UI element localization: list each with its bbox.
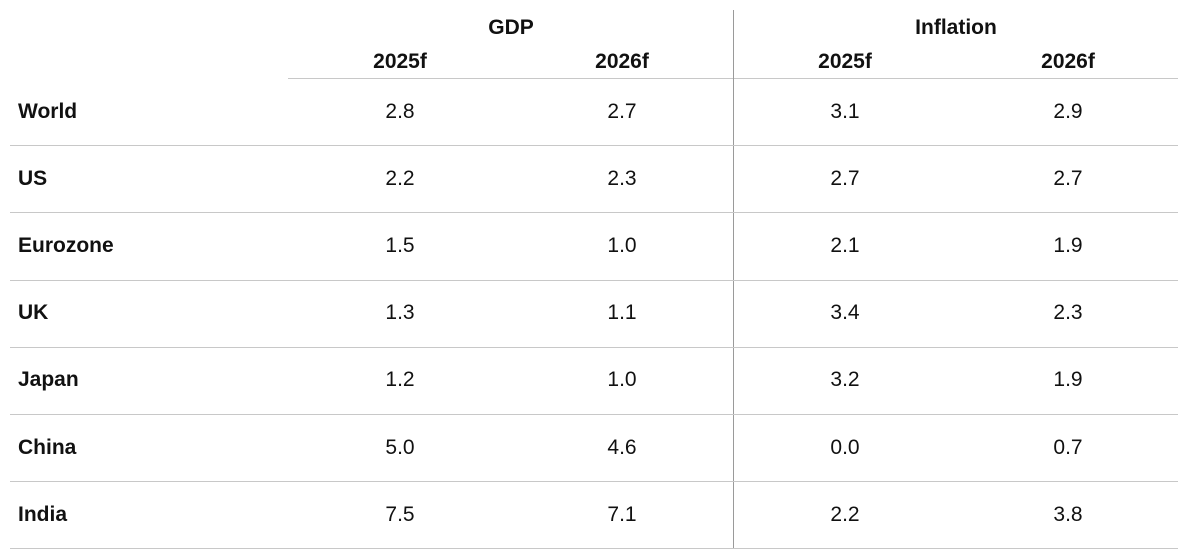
cell-value: 0.7 xyxy=(1053,435,1083,459)
cell-value: 1.9 xyxy=(1053,368,1083,392)
cell-value: 3.1 xyxy=(830,99,860,123)
cell-value: 3.4 xyxy=(830,301,860,325)
row-label: Japan xyxy=(18,368,79,392)
cell-value: 2.7 xyxy=(830,166,860,190)
group-header: Inflation xyxy=(915,16,997,39)
cell-value: 7.1 xyxy=(607,502,637,526)
column-header: 2026f xyxy=(1041,50,1095,73)
cell-value: 3.2 xyxy=(830,368,860,392)
cell-value: 5.0 xyxy=(385,435,415,459)
cell-value: 2.8 xyxy=(385,99,415,123)
cell-value: 1.9 xyxy=(1053,233,1083,257)
cell-value: 1.2 xyxy=(385,368,415,392)
row-label: World xyxy=(18,99,78,123)
cell-value: 3.8 xyxy=(1053,502,1083,526)
cell-value: 1.1 xyxy=(607,301,637,325)
cell-value: 2.3 xyxy=(1053,301,1083,325)
row-rule xyxy=(10,145,1178,146)
cell-value: 7.5 xyxy=(385,502,415,526)
column-header: 2026f xyxy=(595,50,649,73)
row-label: Eurozone xyxy=(18,233,114,257)
row-rule xyxy=(10,280,1178,281)
cell-value: 2.2 xyxy=(830,502,860,526)
row-label: US xyxy=(18,166,48,190)
row-label: China xyxy=(18,435,77,459)
cell-value: 1.0 xyxy=(607,233,637,257)
cell-value: 2.7 xyxy=(607,99,637,123)
group-header: GDP xyxy=(488,16,534,39)
cell-value: 1.3 xyxy=(385,301,415,325)
row-rule xyxy=(10,481,1178,482)
row-rule xyxy=(10,212,1178,213)
row-rule xyxy=(10,548,1178,549)
cell-value: 2.1 xyxy=(830,233,860,257)
group-divider xyxy=(733,10,734,548)
cell-value: 1.5 xyxy=(385,233,415,257)
cell-value: 2.9 xyxy=(1053,99,1083,123)
cell-value: 2.2 xyxy=(385,166,415,190)
cell-value: 0.0 xyxy=(830,435,860,459)
cell-value: 2.7 xyxy=(1053,166,1083,190)
row-label: UK xyxy=(18,301,49,325)
row-label: India xyxy=(18,502,68,526)
row-rule xyxy=(10,347,1178,348)
cell-value: 1.0 xyxy=(607,368,637,392)
row-rule xyxy=(10,414,1178,415)
column-header: 2025f xyxy=(818,50,872,73)
cell-value: 2.3 xyxy=(607,166,637,190)
cell-value: 4.6 xyxy=(607,435,637,459)
column-header: 2025f xyxy=(373,50,427,73)
